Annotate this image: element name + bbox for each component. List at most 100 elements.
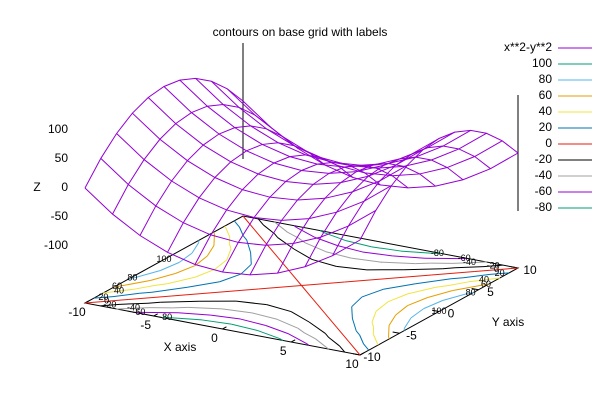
contour-segment [415, 278, 452, 285]
contour-segment [250, 252, 252, 265]
contour-segment [442, 267, 456, 270]
contour-segment [150, 272, 176, 281]
contour-segment [297, 327, 305, 334]
contour-segment [266, 304, 292, 313]
surface-line [249, 164, 409, 276]
contour-segment [112, 292, 140, 298]
contour-segment [276, 318, 299, 329]
contour-segment [407, 286, 436, 295]
contour-segment [119, 279, 151, 287]
contour-segment [351, 318, 357, 332]
contour-segment [463, 273, 491, 279]
legend-label: 20 [539, 120, 553, 134]
contour-segment [206, 245, 215, 257]
y-tick [392, 331, 400, 334]
y-tick-label: 0 [448, 307, 455, 321]
contour-label: -60 [132, 307, 145, 317]
chart-title: contours on base grid with labels [213, 25, 388, 39]
y-tick-label: 5 [487, 285, 494, 299]
contour-segment [325, 251, 352, 259]
contour-segment [388, 336, 390, 340]
contour-segment [388, 325, 390, 338]
contour-segment [407, 297, 428, 307]
legend-label: 0 [545, 136, 552, 150]
contour-segment [301, 281, 345, 286]
contour-segment [301, 285, 314, 300]
x-tick-label: -5 [140, 318, 151, 332]
contour-label: -60 [458, 253, 471, 263]
contour-segment [258, 285, 302, 290]
contour-label: -40 [127, 303, 140, 313]
contour-label: -80 [431, 248, 444, 258]
legend-label: -80 [535, 200, 553, 214]
contour-segment [362, 251, 393, 257]
legend-label: x**2-y**2 [504, 40, 552, 54]
surface-line [226, 88, 503, 177]
surface-line [211, 80, 487, 169]
contour-segment [187, 281, 220, 288]
contour-segment [289, 271, 302, 286]
contour-segment [287, 333, 307, 345]
x-tick [291, 339, 296, 343]
contour-segment [442, 293, 468, 301]
contour-segment [119, 302, 148, 305]
contour-segment [372, 333, 379, 346]
contour-segment [323, 232, 347, 242]
surface-line [332, 145, 491, 256]
contour-segment [347, 340, 361, 356]
contour-label: 20 [495, 268, 505, 278]
contour-segment [219, 273, 242, 283]
contour-label: 40 [114, 285, 124, 295]
legend-label: 40 [539, 104, 553, 118]
surface-line [195, 78, 471, 166]
y-tick-label: -10 [363, 350, 381, 364]
contour-segment [256, 329, 280, 339]
contour-segment [371, 311, 377, 323]
contour-label: -20 [487, 260, 500, 270]
legend-label: 80 [539, 72, 553, 86]
contour-segment [375, 301, 389, 312]
contour-segment [293, 225, 297, 228]
contour-segment [311, 258, 337, 267]
contour-segment [351, 306, 353, 319]
contour-segment [467, 291, 474, 295]
contour-segment [314, 236, 338, 246]
y-tick-label: -5 [406, 328, 417, 342]
contour-segment [226, 248, 232, 260]
legend-label: -60 [535, 184, 553, 198]
x-tick [153, 313, 158, 317]
contour-segment [233, 220, 240, 228]
contour-segment [102, 288, 135, 294]
contour-segment [388, 314, 397, 326]
contour-segment [167, 276, 196, 285]
contour-segment [336, 265, 367, 271]
y-tick [471, 287, 479, 291]
contour-segment [452, 261, 487, 264]
contour-segment [242, 215, 256, 231]
surface-line [163, 86, 440, 174]
contour-segment [178, 252, 193, 263]
contour-segment [403, 317, 412, 329]
contour-segment [306, 343, 310, 346]
contour-segment [240, 263, 252, 275]
contour-segment [139, 291, 152, 294]
contour-segment [251, 312, 278, 320]
contour-segment [224, 225, 231, 238]
contour-segment [135, 270, 161, 278]
contour-segment [304, 332, 316, 340]
contour-segment [151, 286, 188, 293]
contour-segment [246, 239, 252, 253]
contour-label: 60 [481, 279, 491, 289]
contour-segment [177, 312, 211, 316]
contour-segment [169, 317, 203, 321]
contour-segment [293, 248, 313, 260]
contour-segment [336, 326, 349, 342]
surface-line [277, 162, 436, 274]
z-tick-label: -100 [44, 238, 68, 252]
contour-label: 40 [479, 274, 489, 284]
contour-segment [359, 334, 365, 345]
contour-segment [265, 325, 289, 335]
contour-segment [160, 261, 180, 271]
contour-segment [171, 292, 215, 297]
contour-segment [134, 285, 154, 290]
